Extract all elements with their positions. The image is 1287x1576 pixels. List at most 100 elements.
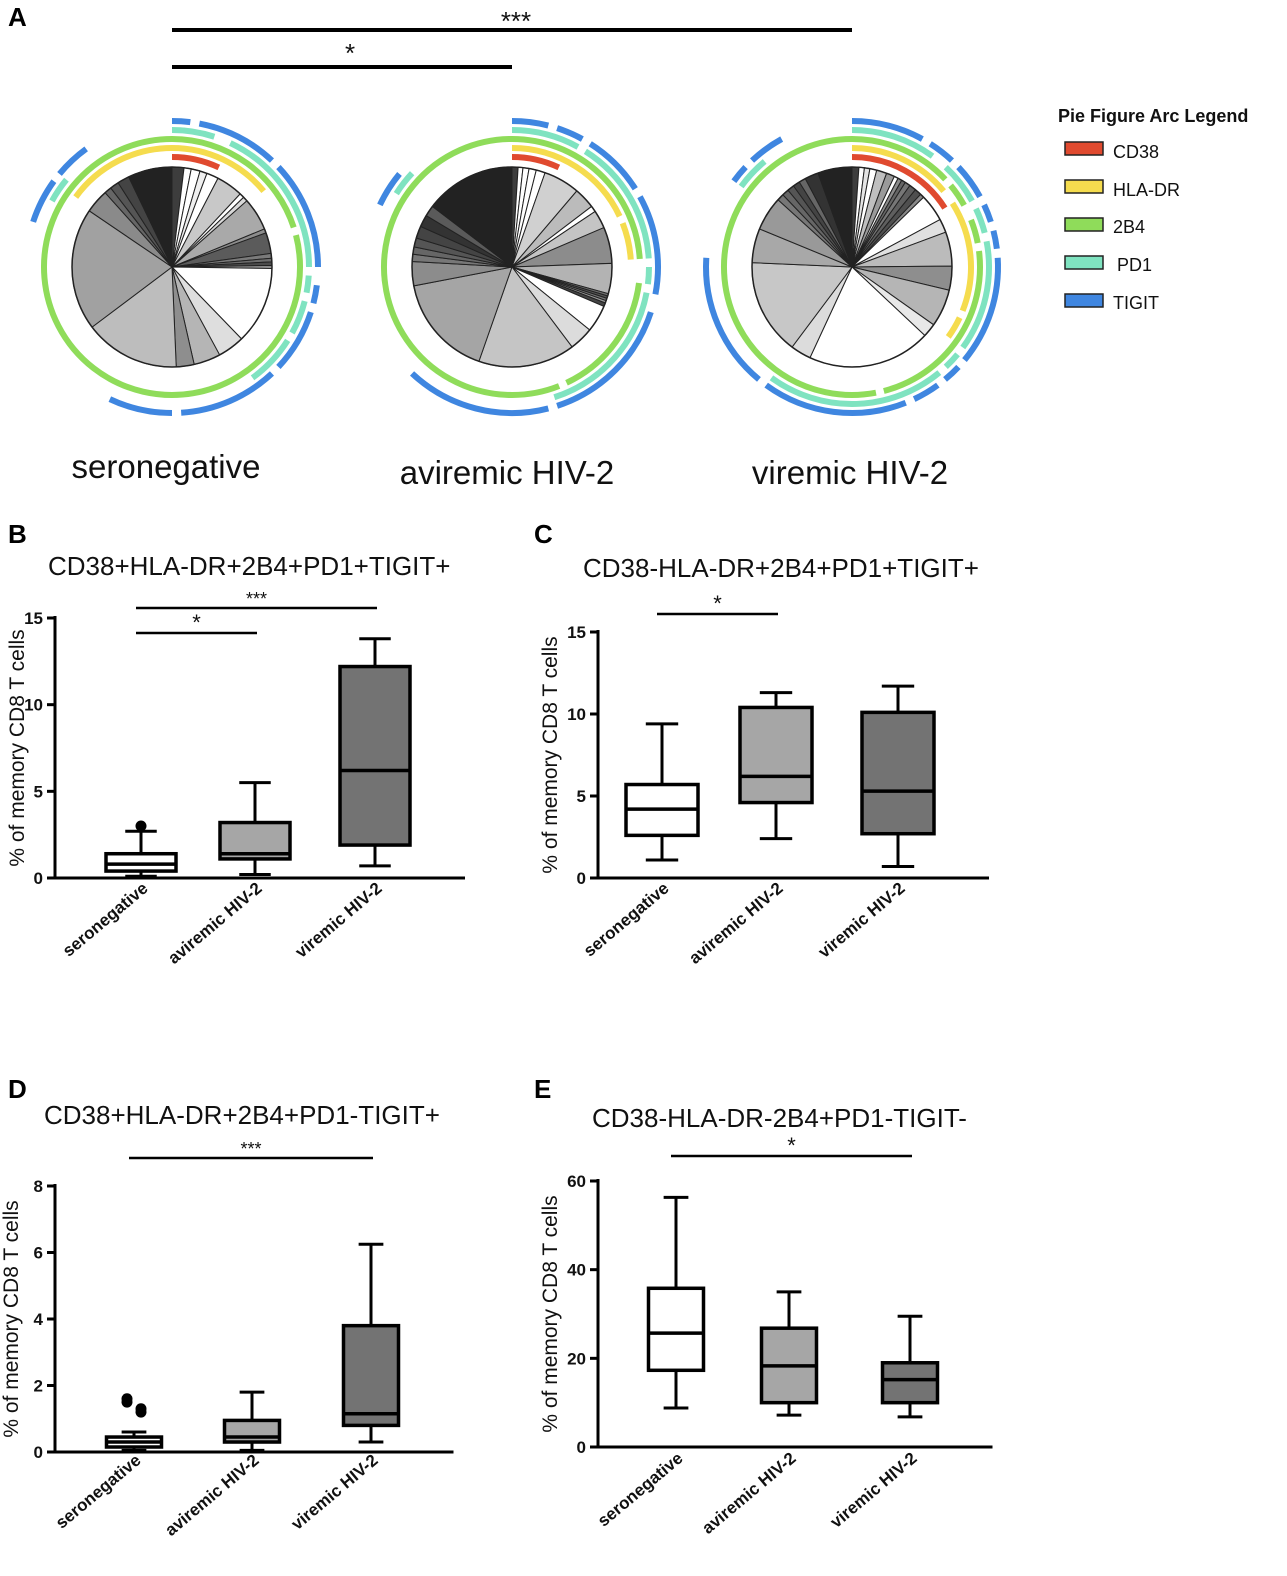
pie-arc-pd1 (303, 275, 312, 294)
pie-arc-tigit (377, 172, 402, 207)
y-tick-label: 8 (34, 1177, 43, 1196)
pie-arc-pd1 (553, 292, 650, 401)
x-category-label: aviremic HIV-2 (164, 879, 265, 968)
x-category-label: seronegative (52, 1451, 145, 1533)
pie-arc-hla-dr (851, 145, 947, 194)
panel-a-label: A (8, 2, 27, 32)
pie-arc-2b4 (381, 136, 561, 398)
pie-arc-pd1 (289, 300, 308, 335)
pie-arc-tigit (276, 165, 321, 268)
pie-aviremic-hiv2 (377, 118, 661, 416)
panel-c-title: CD38-HLA-DR+2B4+PD1+TIGIT+ (583, 553, 979, 583)
pie-arc-2b4 (511, 136, 643, 260)
x-category-label: viremic HIV-2 (292, 879, 386, 962)
pie-arc-tigit (956, 165, 983, 199)
pie-arc-hla-dr (619, 222, 634, 260)
pie-arc-hla-dr (73, 145, 173, 199)
pie-arc-pd1 (583, 148, 652, 259)
y-tick-label: 6 (34, 1244, 43, 1263)
pie-arc-cd38 (851, 154, 948, 210)
pie-arc-pd1 (511, 127, 580, 150)
panel-a-sig-text-long: *** (501, 6, 531, 36)
x-category-label: aviremic HIV-2 (698, 1449, 799, 1538)
boxplot-panel-b: 0 5 10 15% of memory CD8 T cells seronegativ… (6, 589, 465, 968)
pie-arc-tigit (57, 146, 88, 176)
significance-label: * (713, 591, 722, 616)
pie-arc-pd1 (49, 177, 69, 203)
panel-b-label: B (8, 519, 27, 549)
pie-arc-hla-dr (171, 145, 267, 194)
pie-arc-tigit (962, 257, 1001, 362)
outlier-point (121, 1393, 133, 1405)
pie-arc-2b4 (968, 218, 981, 244)
boxplot-panel-d: 0 2 4 6 8 % of memory CD8 T cells seronegative… (0, 1139, 454, 1540)
pie-arc-tigit (276, 311, 314, 369)
arc-legend: Pie Figure Arc Legend CD38 HLA-DR 2B4 PD… (1058, 106, 1248, 313)
panel-c-label: C (534, 519, 553, 549)
box-e-2 (880, 1361, 940, 1405)
boxplot-panel-e: 0 20 40 60 % of memory CD8 T cells seronegati… (539, 1133, 993, 1538)
pie-arc-pd1 (943, 352, 960, 370)
pie-arc-tigit (764, 382, 907, 416)
pie-arc-pd1 (738, 159, 767, 189)
x-category-label: viremic HIV-2 (815, 879, 909, 962)
box-c-1 (738, 705, 814, 805)
pie-arc-tigit (180, 371, 274, 416)
y-axis-label-e: % of memory CD8 T cells (539, 1195, 562, 1432)
pie-arc-2b4 (41, 136, 303, 398)
box-d-2 (341, 1323, 401, 1428)
pie-arc-tigit (108, 396, 173, 416)
legend-label-tigit: TIGIT (1113, 293, 1159, 313)
pie-arc-tigit (912, 382, 940, 402)
y-tick-label: 0 (34, 1443, 43, 1462)
y-tick-label: 60 (567, 1172, 586, 1191)
pie-arc-hla-dr (949, 201, 974, 312)
pie-arc-hla-dr (511, 145, 623, 218)
pie-arc-tigit (171, 117, 191, 126)
significance-label: * (787, 1133, 796, 1158)
legend-swatch-pd1 (1064, 255, 1104, 270)
y-tick-label: 40 (567, 1261, 586, 1280)
pie-arc-pd1 (393, 171, 415, 196)
panel-d-title: CD38+HLA-DR+2B4+PD1-TIGIT+ (44, 1100, 440, 1130)
pie-outline (751, 166, 953, 368)
pie-arc-tigit (511, 118, 550, 129)
legend-label-cd38: CD38 (1113, 142, 1159, 162)
legend-label-pd1: PD1 (1117, 255, 1152, 275)
x-category-label: seronegative (580, 879, 673, 961)
legend-label-hla-dr: HLA-DR (1113, 180, 1180, 200)
y-tick-label: 15 (567, 623, 586, 642)
x-category-label: seronegative (59, 879, 152, 961)
significance-label: * (192, 610, 201, 635)
legend-swatch-hla-dr (1064, 179, 1104, 194)
pie-arc-2b4 (721, 136, 877, 398)
y-tick-label: 4 (34, 1310, 44, 1329)
outlier-point (135, 1403, 147, 1415)
panel-d-label: D (8, 1074, 27, 1104)
pie-arc-tigit (588, 141, 638, 191)
pie-group-label-seronegative: seronegative (72, 448, 261, 485)
pie-arc-pd1 (943, 164, 975, 203)
panel-b-title: CD38+HLA-DR+2B4+PD1+TIGIT+ (48, 551, 450, 581)
legend-label-2b4: 2B4 (1113, 217, 1145, 237)
pie-arc-tigit (981, 203, 994, 223)
legend-swatch-cd38 (1064, 141, 1104, 156)
y-tick-label: 5 (34, 782, 43, 801)
y-axis-label-b: % of memory CD8 T cells (6, 629, 29, 866)
pie-group-label-viremic: viremic HIV-2 (752, 454, 948, 491)
pie-arc-tigit (750, 136, 784, 163)
pie-arc-cd38 (511, 154, 561, 171)
pie-arc-pd1 (973, 207, 988, 234)
pie-outline (411, 166, 613, 368)
pie-arc-2b4 (565, 282, 642, 386)
pie-arc-2b4 (883, 250, 983, 394)
x-category-label: aviremic HIV-2 (685, 879, 786, 968)
pie-arc-2b4 (948, 183, 967, 207)
y-axis-label-d: % of memory CD8 T cells (0, 1200, 23, 1437)
pie-arc-hla-dr (945, 316, 963, 339)
pie-arc-tigit (30, 179, 57, 223)
panel-a-sig-text-short: * (345, 38, 355, 68)
pie-arc-tigit (731, 165, 748, 183)
pie-arc-tigit (556, 125, 584, 142)
